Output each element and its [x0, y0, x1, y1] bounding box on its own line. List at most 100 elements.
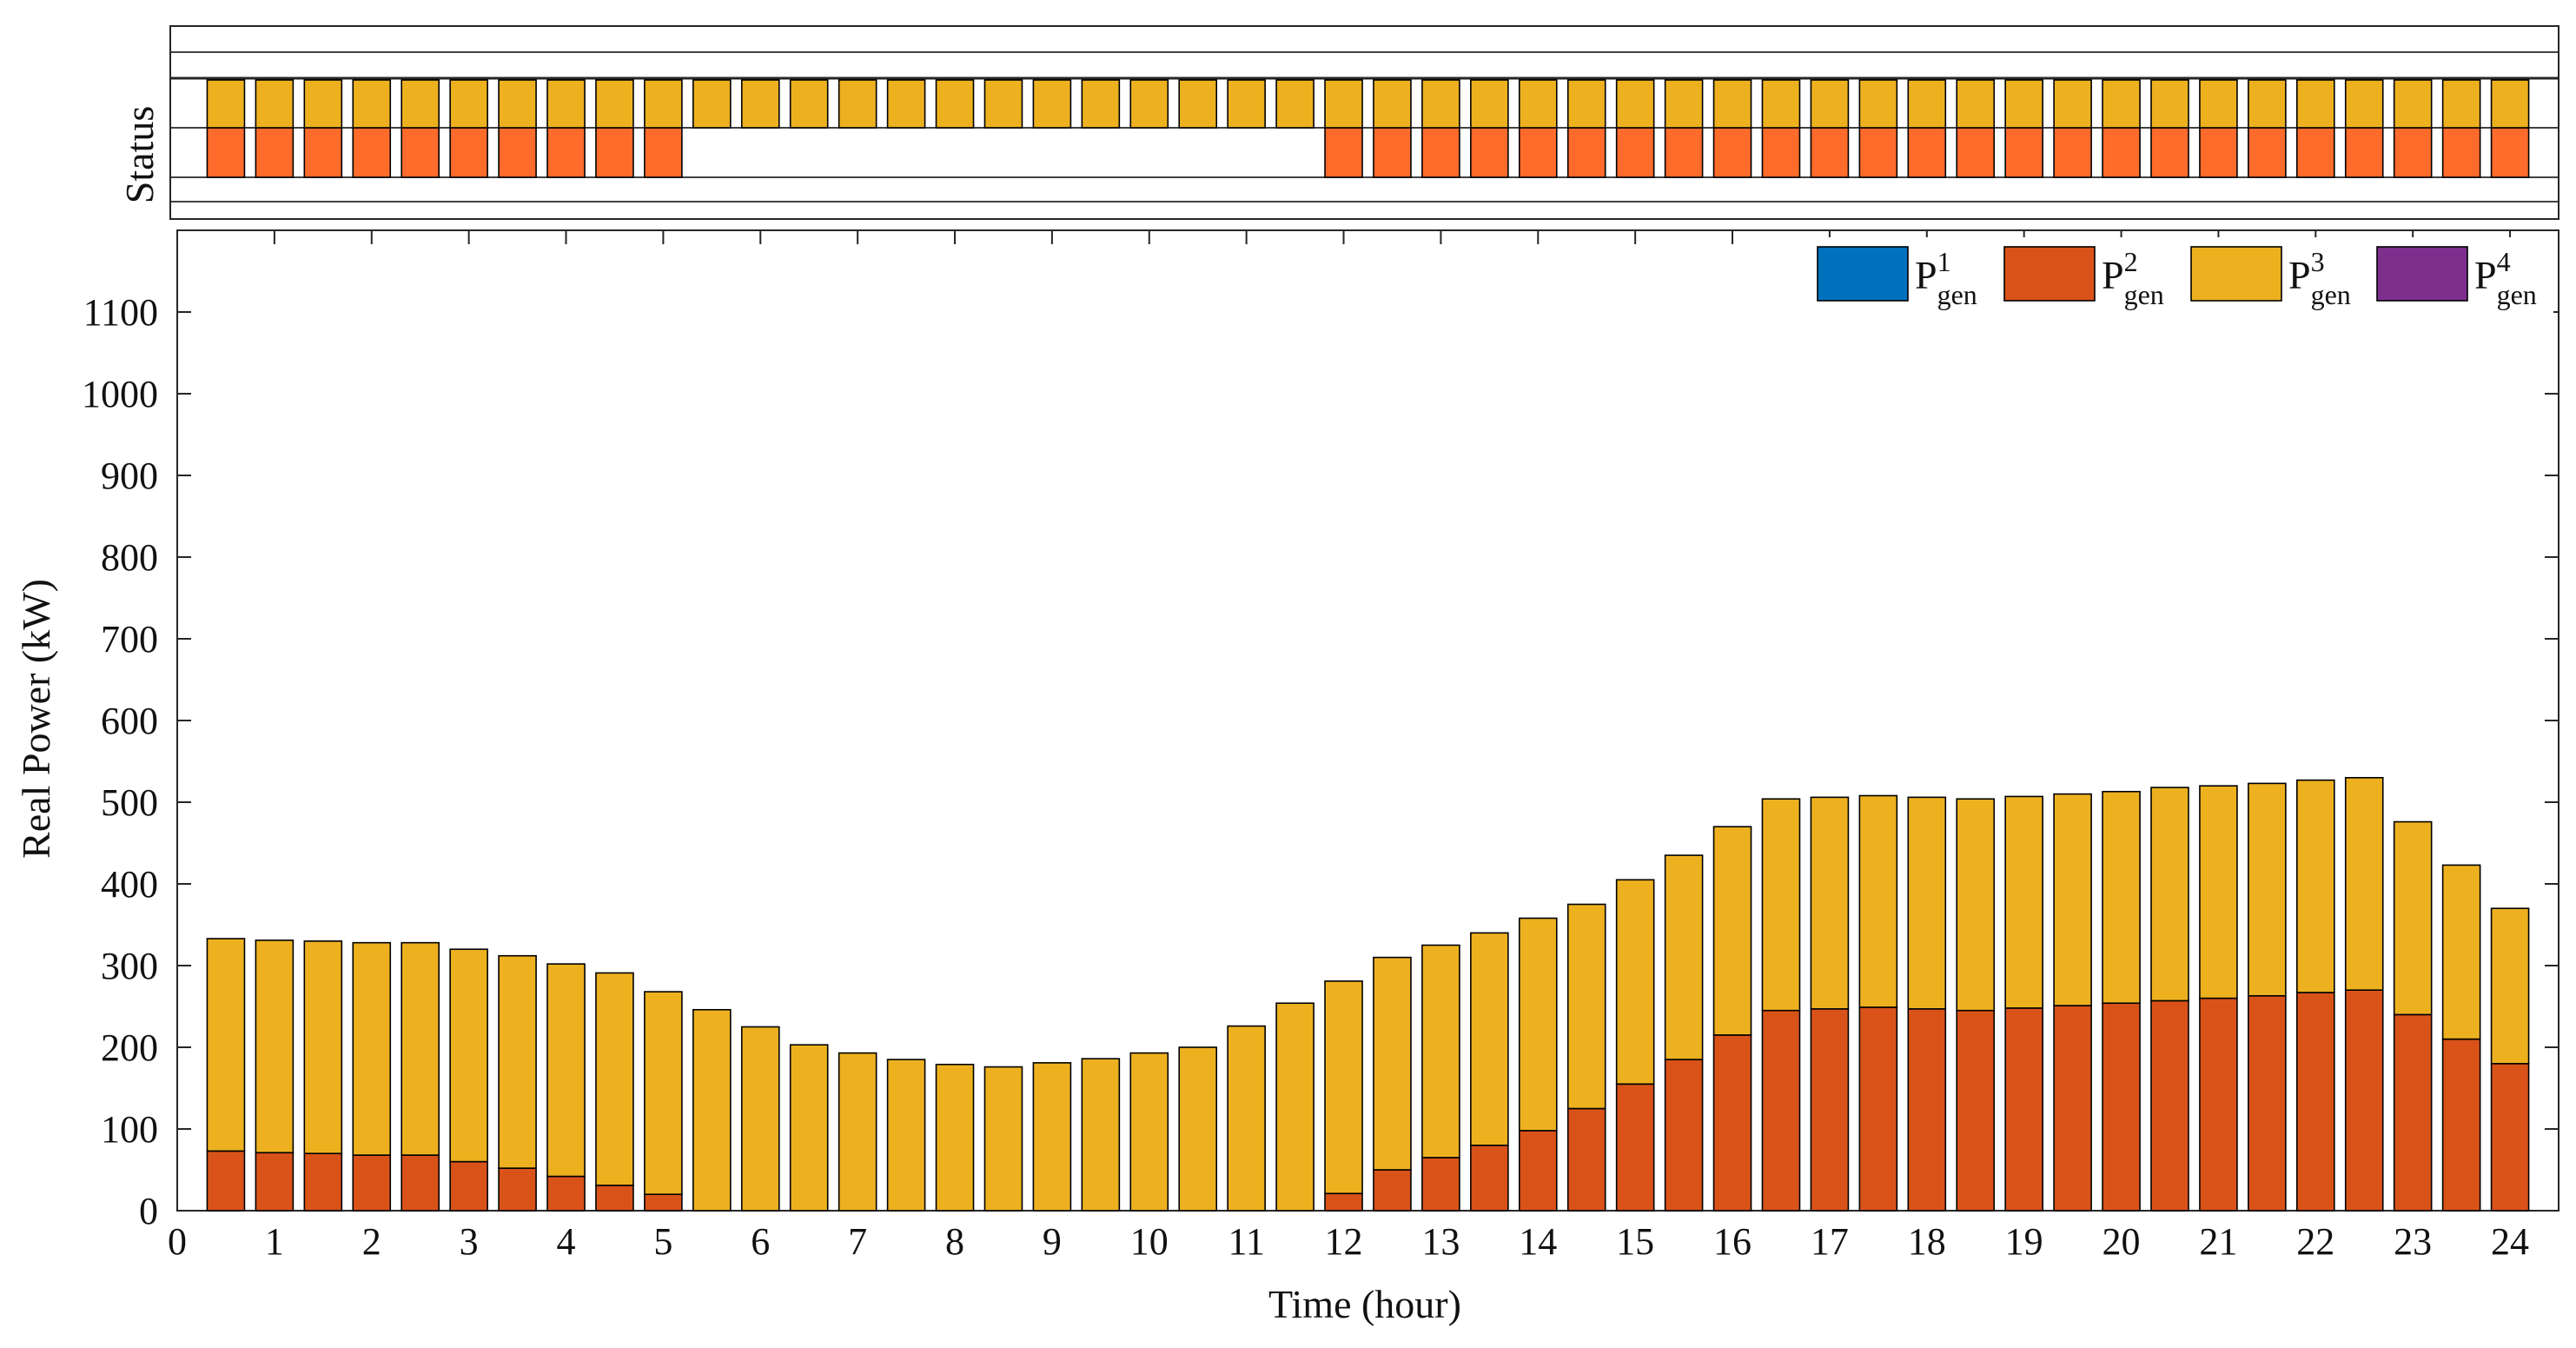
bar-p2gen-8	[595, 1185, 634, 1212]
status-cell-p2gen-29	[1615, 127, 1655, 178]
bar-p3gen-8	[595, 972, 634, 1186]
status-cell-p3gen-34	[1858, 79, 1898, 129]
bar-p3gen-17	[1032, 1062, 1072, 1212]
status-cell-p2gen-34	[1858, 127, 1898, 178]
y-tick-label: 400	[101, 863, 158, 906]
legend-label-p3gen: P3 gen	[2288, 246, 2351, 310]
bar-p2gen-33	[1810, 1008, 1850, 1212]
y-tick-label: 1100	[83, 291, 158, 334]
y-tick-label: 600	[101, 700, 158, 742]
bar-p2gen-44	[2344, 989, 2384, 1212]
status-cell-p3gen-29	[1615, 79, 1655, 129]
x-tick-label: 18	[1908, 1220, 1946, 1263]
x-tick-label: 2	[362, 1220, 381, 1263]
legend-label-p4gen: P4 gen	[2474, 246, 2537, 310]
status-cell-p3gen-32	[1761, 79, 1801, 129]
x-tick-label: 21	[2199, 1220, 2237, 1263]
bar-p3gen-19	[1129, 1052, 1169, 1212]
status-cell-p2gen-25	[1421, 127, 1460, 178]
bar-p2gen-46	[2441, 1038, 2481, 1212]
status-cell-p2gen-27	[1518, 127, 1558, 178]
status-cell-p2gen-31	[1712, 127, 1752, 178]
bar-p2gen-37	[2004, 1007, 2043, 1212]
status-cell-p2gen-40	[2150, 127, 2189, 178]
status-cell-p2gen-8	[595, 127, 634, 178]
x-tick-label: 11	[1228, 1220, 1264, 1263]
y-tick-label: 1000	[82, 373, 158, 415]
status-cell-p3gen-28	[1566, 79, 1606, 129]
y-tick-label: 100	[101, 1108, 158, 1151]
bar-p3gen-46	[2441, 864, 2481, 1040]
bar-p2gen-9	[644, 1193, 683, 1212]
legend-swatch-p1gen	[1817, 246, 1909, 302]
legend-label-p2gen: P2 gen	[2102, 246, 2164, 310]
bar-p2gen-4	[401, 1154, 440, 1212]
bar-p3gen-37	[2004, 795, 2043, 1009]
status-cell-p3gen-39	[2102, 79, 2141, 129]
bar-p2gen-26	[1470, 1145, 1509, 1212]
bar-p3gen-38	[2053, 793, 2092, 1006]
status-cell-p2gen-6	[498, 127, 537, 178]
bar-p3gen-41	[2199, 785, 2238, 999]
y-tick-label: 700	[101, 618, 158, 661]
x-tick-label: 17	[1811, 1220, 1849, 1263]
bar-p2gen-45	[2393, 1013, 2433, 1212]
status-cell-p3gen-46	[2441, 79, 2481, 129]
legend-swatch-p3gen	[2190, 246, 2282, 302]
status-cell-p2gen-5	[449, 127, 488, 178]
status-cell-p3gen-17	[1032, 79, 1072, 129]
status-cell-p2gen-39	[2102, 127, 2141, 178]
y-tick-label: 900	[101, 455, 158, 497]
bar-p2gen-24	[1373, 1169, 1412, 1212]
bar-p2gen-7	[546, 1175, 586, 1212]
x-tick-label: 22	[2296, 1220, 2334, 1263]
status-cell-p3gen-13	[838, 79, 877, 129]
status-cell-p2gen-0	[206, 127, 246, 178]
bar-p2gen-2	[303, 1152, 343, 1212]
bar-p3gen-23	[1324, 980, 1363, 1195]
bar-p3gen-44	[2344, 776, 2384, 991]
y-tick-label: 300	[101, 945, 158, 987]
status-cell-p3gen-44	[2344, 79, 2384, 129]
y-axis-label: Real Power (kW)	[14, 579, 58, 859]
status-cell-p2gen-36	[1956, 127, 1996, 178]
status-cell-p3gen-36	[1956, 79, 1996, 129]
bar-p3gen-11	[740, 1026, 780, 1212]
status-cell-p2gen-24	[1373, 127, 1412, 178]
status-cell-p3gen-47	[2490, 79, 2530, 129]
bar-p3gen-7	[546, 963, 586, 1178]
bar-p2gen-39	[2102, 1002, 2141, 1212]
y-tick-label: 200	[101, 1026, 158, 1069]
bar-p2gen-23	[1324, 1192, 1363, 1212]
status-cell-p2gen-28	[1566, 127, 1606, 178]
x-tick-label: 13	[1421, 1220, 1460, 1263]
status-cell-p3gen-41	[2199, 79, 2238, 129]
bar-p3gen-28	[1566, 903, 1606, 1110]
status-cell-p2gen-2	[303, 127, 343, 178]
x-tick-label: 12	[1325, 1220, 1363, 1263]
status-cell-p3gen-30	[1664, 79, 1704, 129]
x-tick-label: 10	[1130, 1220, 1169, 1263]
status-cell-p3gen-37	[2004, 79, 2043, 129]
bar-p3gen-33	[1810, 796, 1850, 1010]
status-cell-p2gen-37	[2004, 127, 2043, 178]
status-cell-p3gen-42	[2248, 79, 2287, 129]
y-tick-label: 500	[101, 781, 158, 824]
bar-p2gen-40	[2150, 999, 2189, 1212]
status-cell-p2gen-30	[1664, 127, 1704, 178]
bar-p3gen-27	[1518, 917, 1558, 1132]
x-tick-label: 15	[1616, 1220, 1654, 1263]
status-cell-p2gen-1	[255, 127, 295, 178]
bar-p3gen-9	[644, 991, 683, 1195]
bar-p3gen-20	[1178, 1046, 1218, 1212]
x-tick-label: 20	[2103, 1220, 2141, 1263]
status-cell-p3gen-15	[935, 79, 975, 129]
x-tick-label: 14	[1519, 1220, 1557, 1263]
status-cell-p3gen-33	[1810, 79, 1850, 129]
x-axis-ticks: 0 1 2 3 4 5 6 7 8 9 10 11 12 13 14 15 16 17 18 19 20 21 22 23 24	[168, 230, 2529, 1263]
x-tick-label: 6	[751, 1220, 770, 1263]
bar-p2gen-0	[206, 1150, 246, 1212]
bar-p2gen-27	[1518, 1130, 1558, 1212]
x-tick-label: 8	[945, 1220, 964, 1263]
bar-p2gen-6	[498, 1167, 537, 1212]
